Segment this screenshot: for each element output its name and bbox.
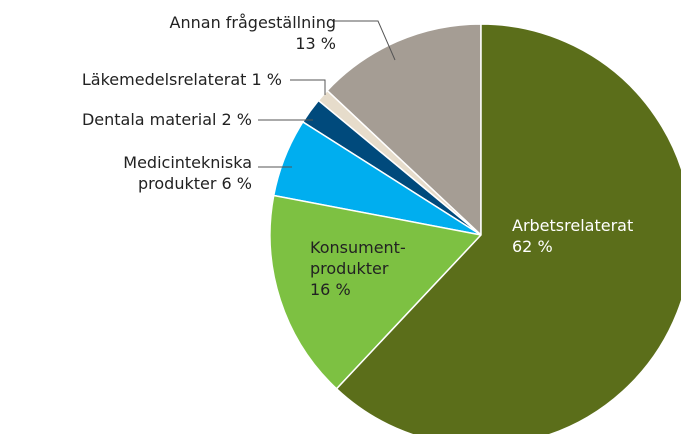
value-label: 1 % [251, 70, 282, 89]
value-label: 13 % [295, 34, 336, 53]
category-label: Konsument-produkter [310, 238, 406, 278]
value-label: 2 % [221, 110, 252, 129]
pie-slice [269, 194, 483, 390]
slice-label: Arbetsrelaterat 62 % [512, 215, 662, 257]
value-label: 62 % [512, 237, 553, 256]
slice-label: Konsument-produkter 16 % [310, 237, 420, 300]
pie-slice [335, 23, 681, 434]
value-label: 16 % [310, 280, 351, 299]
value-label: 6 % [221, 174, 252, 193]
slice-label: Medicintekniska produkter 6 % [102, 152, 252, 194]
leader-lines [258, 20, 396, 168]
category-label: Arbetsrelaterat [512, 216, 634, 235]
category-label: Medicintekniska produkter [123, 153, 252, 193]
category-label: Dentala material [81, 110, 217, 129]
slice-label: Annan frågeställning 13 % [106, 12, 336, 54]
slice-label: Läkemedelsrelaterat 1 % [0, 69, 282, 90]
category-label: Läkemedelsrelaterat [81, 70, 247, 89]
leader-line [290, 79, 326, 95]
pie-slice [326, 23, 482, 237]
leader-line [334, 20, 396, 61]
slice-label: Dentala material 2 % [32, 109, 252, 130]
category-label: Annan frågeställning [169, 13, 336, 32]
